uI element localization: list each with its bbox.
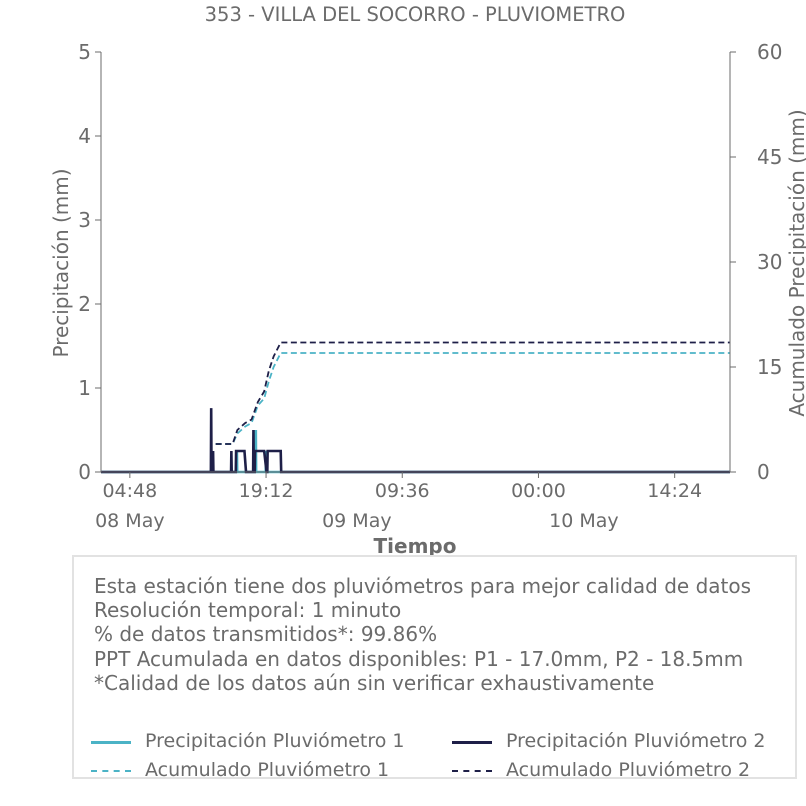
y-tick-label: 0 xyxy=(78,460,91,484)
x-date-label: 10 May xyxy=(549,510,619,532)
legend-label: Acumulado Pluviómetro 1 xyxy=(145,759,390,781)
x-tick-label: 09:36 xyxy=(375,480,430,502)
series-line-precipitacion-pluviometro-2 xyxy=(101,408,730,474)
info-box: Esta estación tiene dos pluviómetros par… xyxy=(72,555,797,779)
y-tick-label: 4 xyxy=(78,124,91,148)
x-tick-label: 04:48 xyxy=(102,480,157,502)
chart-title: 353 - VILLA DEL SOCORRO - PLUVIOMETRO xyxy=(205,3,626,26)
x-date-label: 08 May xyxy=(95,510,165,532)
y2-tick-label: 0 xyxy=(757,460,770,484)
legend-swatch-accum-p1 xyxy=(91,770,131,772)
y-axis-label: Precipitación (mm) xyxy=(49,168,73,357)
info-line-resolution: Resolución temporal: 1 minuto xyxy=(94,598,402,623)
x-tick-label: 19:12 xyxy=(239,480,294,502)
series-line-acumulado-pluviometro-1 xyxy=(101,352,730,473)
plot-area xyxy=(101,341,730,474)
info-line-stations: Esta estación tiene dos pluviómetros par… xyxy=(94,574,752,598)
y2-tick-label: 45 xyxy=(757,145,782,169)
y-tick-label: 2 xyxy=(78,292,91,316)
y-tick-label: 3 xyxy=(78,208,91,232)
info-line-quality: *Calidad de los datos aún sin verificar … xyxy=(94,670,655,695)
x-axis-label: Tiempo xyxy=(374,534,457,558)
legend-label: Precipitación Pluviómetro 1 xyxy=(145,730,405,752)
legend-swatch-accum-p2 xyxy=(452,770,492,772)
y2-tick-label: 30 xyxy=(757,250,782,274)
info-line-transmitted: % de datos transmitidos*: 99.86% xyxy=(94,622,438,647)
legend-swatch-precip-p1 xyxy=(91,741,131,744)
info-line-accumulated: PPT Acumulada en datos disponibles: P1 -… xyxy=(94,646,744,671)
x-date-label: 09 May xyxy=(322,510,392,532)
series-line-precipitacion-pluviometro-1 xyxy=(101,429,730,474)
y2-tick-label: 60 xyxy=(757,40,782,64)
y2-tick-label: 15 xyxy=(757,355,782,379)
y-tick-label: 1 xyxy=(78,376,91,400)
legend-label: Precipitación Pluviómetro 2 xyxy=(506,730,766,752)
series-line-acumulado-pluviometro-2 xyxy=(101,341,730,473)
y-tick-label: 5 xyxy=(78,40,91,64)
info-text: Esta estación tiene dos pluviómetros par… xyxy=(94,574,751,695)
x-tick-label: 14:24 xyxy=(647,480,702,502)
y2-axis-label: Acumulado Precipitación (mm) xyxy=(785,109,806,416)
legend-label: Acumulado Pluviómetro 2 xyxy=(506,759,751,781)
x-tick-label: 00:00 xyxy=(511,480,566,502)
legend-swatch-precip-p2 xyxy=(452,741,492,744)
